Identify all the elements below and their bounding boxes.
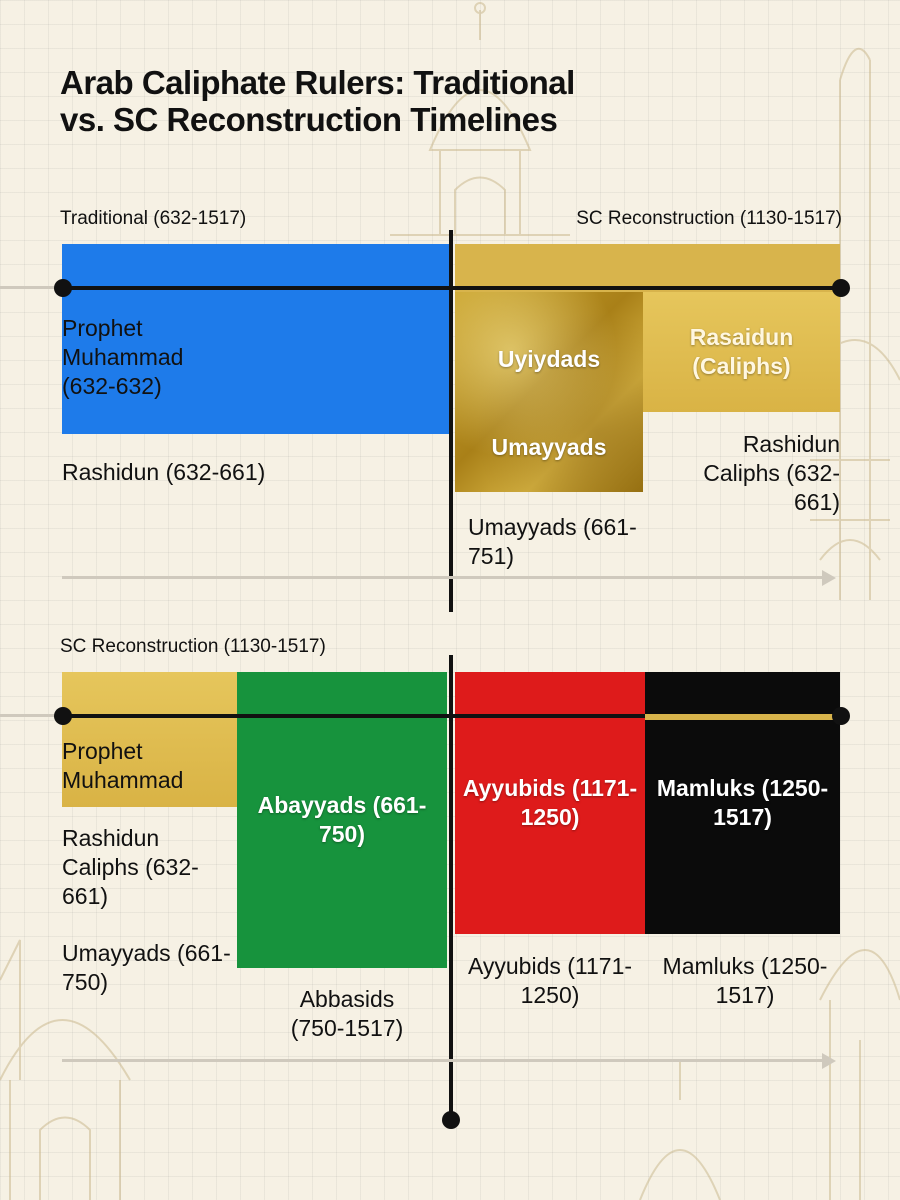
top-axis-end-dot bbox=[832, 279, 850, 297]
rashidun-caliphs-label-bottom: Rashidun Caliphs (632-661) bbox=[62, 825, 199, 909]
rashidun-label-top: Rashidun (632-661) bbox=[62, 459, 266, 485]
sc-gold-band-top bbox=[455, 244, 840, 292]
mamluks-block-label: Mamluks (1250-1517) bbox=[656, 775, 829, 830]
page-title: Arab Caliphate Rulers: Traditional vs. S… bbox=[60, 64, 575, 138]
mosque-dome-sketch-bottom-right bbox=[639, 949, 900, 1200]
traditional-header: Traditional (632-1517) bbox=[60, 208, 247, 229]
prophet-muhammad-label: Prophet Muhammad (632-632) bbox=[62, 315, 184, 399]
uyiydads-umayyads-block bbox=[455, 292, 643, 492]
uyiydads-label: Uyiydads bbox=[497, 346, 601, 372]
bottom-vertical-divider bbox=[449, 655, 453, 1120]
abayyads-label: Abayyads (661-750) bbox=[257, 792, 427, 847]
mosque-dome-sketch-bottom-left bbox=[0, 939, 131, 1200]
mamluks-gold-stripe bbox=[645, 714, 840, 720]
prophet-muhammad-gold-block bbox=[62, 672, 237, 807]
bottom-axis-end-dot bbox=[832, 707, 850, 725]
abayyads-block: Abayyads (661-750) bbox=[237, 672, 447, 968]
umayyads-gold-label: Umayyads bbox=[491, 434, 607, 460]
rashidun-caliphs-label-top: Rashidun Caliphs (632-661) bbox=[703, 431, 840, 515]
bottom-timeline-arrow-icon bbox=[822, 1053, 836, 1069]
mamluks-label: Mamluks (1250-1517) bbox=[662, 953, 828, 1008]
ayyubids-block: Ayyubids (1171-1250) bbox=[455, 672, 645, 934]
umayyads-label-bottom: Umayyads (661-750) bbox=[62, 940, 231, 995]
mosque-sketch-right bbox=[799, 47, 900, 600]
umayyads-label-top: Umayyads (661-751) bbox=[468, 514, 637, 569]
ayyubids-label: Ayyubids (1171-1250) bbox=[467, 953, 633, 1008]
bottom-divider-end-dot bbox=[442, 1111, 460, 1129]
rasaidun-caliphs-label: Rasaidun (Caliphs) bbox=[689, 324, 794, 379]
rasaidun-caliphs-block: Rasaidun (Caliphs) bbox=[643, 292, 840, 412]
prophet-muhammad-label-bottom: Prophet Muhammad bbox=[62, 738, 184, 793]
top-grey-timeline bbox=[62, 576, 822, 579]
top-axis-start-dot bbox=[54, 279, 72, 297]
bottom-axis-extension bbox=[0, 714, 62, 717]
mosque-dome-sketch-top bbox=[390, 2, 570, 236]
top-vertical-divider bbox=[449, 230, 453, 612]
ayyubids-block-label: Ayyubids (1171-1250) bbox=[462, 775, 638, 830]
bottom-axis-start-dot bbox=[54, 707, 72, 725]
prophet-muhammad-block bbox=[62, 244, 452, 434]
bottom-horizontal-axis bbox=[62, 714, 645, 718]
top-timeline-arrow-icon bbox=[822, 570, 836, 586]
sc-reconstruction-header-top: SC Reconstruction (1130-1517) bbox=[576, 208, 842, 229]
sc-reconstruction-header-bottom: SC Reconstruction (1130-1517) bbox=[60, 636, 326, 657]
bottom-grey-timeline bbox=[62, 1059, 822, 1062]
mamluks-block: Mamluks (1250-1517) bbox=[645, 672, 840, 934]
abbasids-label: Abbasids (750-1517) bbox=[290, 986, 404, 1041]
top-axis-extension bbox=[0, 286, 62, 289]
